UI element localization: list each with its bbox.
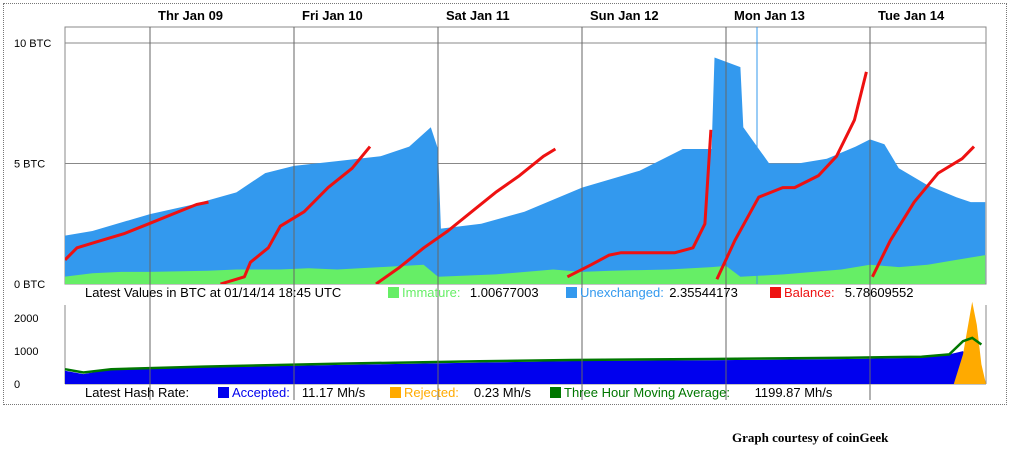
x-tick-label: Thr Jan 09 <box>158 8 223 23</box>
balance-line <box>566 129 713 279</box>
balance-line <box>220 145 372 284</box>
unexchanged-area <box>65 57 986 284</box>
legend-value: 11.17 Mh/s <box>302 385 366 400</box>
legend-value: 1.00677003 <box>470 285 539 300</box>
legend-swatch <box>550 387 561 398</box>
legend-swatch <box>218 387 229 398</box>
chart-frame <box>3 3 1007 405</box>
immature-area <box>65 255 986 284</box>
legend-swatch <box>388 287 399 298</box>
x-tick-label: Fri Jan 10 <box>302 8 363 23</box>
balance-legend-prefix: Latest Values in BTC at 01/14/14 18:45 U… <box>85 285 341 300</box>
legend-swatch <box>566 287 577 298</box>
x-tick-label: Sat Jan 11 <box>446 8 510 23</box>
accepted-area <box>65 351 986 384</box>
x-tick-label: Sun Jan 12 <box>590 8 659 23</box>
hash-y-tick-label: 0 <box>14 379 20 391</box>
hash-y-tick-label: 1000 <box>14 346 38 358</box>
rejected-area <box>953 301 986 384</box>
y-tick-label: 5 BTC <box>14 159 45 171</box>
graph-credit: Graph courtesy of coinGeek <box>732 430 889 445</box>
legend-label: Accepted: <box>232 385 290 400</box>
balance-line <box>715 71 868 280</box>
hash-y-tick-label: 2000 <box>14 313 38 325</box>
legend-value: 2.35544173 <box>669 285 738 300</box>
x-tick-label: Mon Jan 13 <box>734 8 805 23</box>
hash-legend-prefix: Latest Hash Rate: <box>85 385 189 400</box>
legend-value: 1199.87 Mh/s <box>755 385 833 400</box>
legend-label: Unexchanged: <box>580 285 664 300</box>
legend-swatch <box>770 287 781 298</box>
legend-label: Three Hour Moving Average: <box>564 385 730 400</box>
legend-label: Rejected: <box>404 385 459 400</box>
x-tick-label: Tue Jan 14 <box>878 8 945 23</box>
balance-line <box>65 200 209 261</box>
legend-value: 0.23 Mh/s <box>474 385 532 400</box>
y-tick-label: 0 BTC <box>14 279 45 291</box>
legend-value: 5.78609552 <box>845 285 914 300</box>
legend-label: Balance: <box>784 285 835 300</box>
legend-label: Immature: <box>402 285 461 300</box>
balance-line <box>375 147 557 284</box>
balance-line <box>871 145 976 278</box>
legend-swatch <box>390 387 401 398</box>
moving-average-line <box>64 336 983 374</box>
y-tick-label: 10 BTC <box>14 38 51 50</box>
